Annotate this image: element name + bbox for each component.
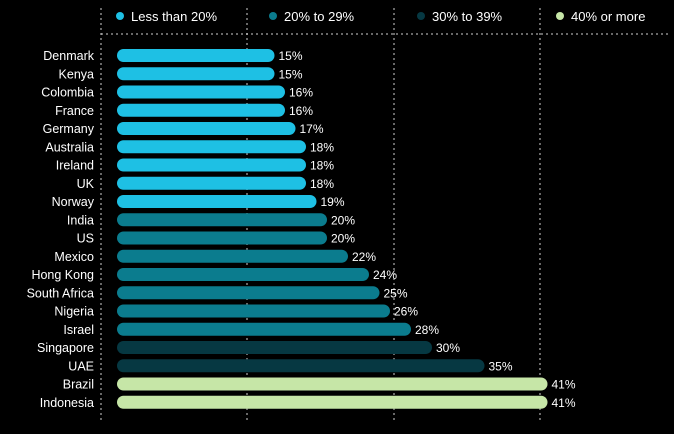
- category-label: Singapore: [37, 341, 94, 355]
- labels: Denmark 15% Kenya 15% Colombia 16% France 16% Ge…: [27, 49, 576, 410]
- category-label: Indonesia: [40, 396, 94, 410]
- category-label: Australia: [45, 140, 94, 154]
- legend-item-0: Less than 20%: [116, 9, 217, 24]
- value-label: 15%: [279, 49, 303, 63]
- value-label: 18%: [310, 177, 334, 191]
- legend-item-3: 40% or more: [556, 9, 645, 24]
- value-label: 35%: [489, 359, 513, 373]
- bar-kenya: [117, 67, 275, 81]
- category-label: Ireland: [56, 159, 94, 173]
- legend-label-1: 20% to 29%: [284, 9, 355, 24]
- category-label: Hong Kong: [31, 268, 94, 282]
- value-label: 17%: [300, 122, 324, 136]
- category-label: India: [67, 213, 94, 227]
- bar-norway: [117, 195, 317, 208]
- bar-uae: [117, 359, 485, 373]
- bar-colombia: [117, 85, 285, 99]
- bar-nigeria: [117, 304, 390, 318]
- category-label: Mexico: [54, 250, 94, 264]
- value-label: 28%: [415, 323, 439, 337]
- category-label: Kenya: [59, 67, 94, 81]
- value-label: 41%: [552, 378, 576, 392]
- legend: Less than 20% 20% to 29% 30% to 39% 40% or …: [116, 9, 645, 24]
- bar-australia: [117, 140, 306, 154]
- value-label: 30%: [436, 341, 460, 355]
- bar-india: [117, 213, 327, 227]
- category-label: US: [77, 232, 94, 246]
- category-label: UK: [77, 177, 95, 191]
- value-label: 22%: [352, 250, 376, 264]
- value-label: 18%: [310, 159, 334, 173]
- category-label: Norway: [52, 195, 95, 209]
- legend-label-2: 30% to 39%: [432, 9, 503, 24]
- bar-denmark: [117, 49, 275, 62]
- bar-brazil: [117, 377, 548, 391]
- value-label: 16%: [289, 86, 313, 100]
- category-label: Nigeria: [54, 305, 94, 319]
- category-label: Israel: [63, 323, 94, 337]
- category-label: Colombia: [41, 86, 94, 100]
- legend-swatch-3: [556, 12, 564, 20]
- legend-swatch-0: [116, 12, 124, 20]
- category-label: France: [55, 104, 94, 118]
- bar-ireland: [117, 158, 306, 172]
- value-label: 26%: [394, 305, 418, 319]
- legend-label-0: Less than 20%: [131, 9, 217, 24]
- value-label: 41%: [552, 396, 576, 410]
- legend-swatch-2: [417, 12, 425, 20]
- bar-indonesia: [117, 395, 548, 409]
- category-label: Germany: [43, 122, 95, 136]
- bar-mexico: [117, 249, 348, 263]
- bar-uk: [117, 176, 306, 190]
- value-label: 25%: [384, 286, 408, 300]
- category-label: South Africa: [27, 286, 94, 300]
- bar-singapore: [117, 341, 432, 354]
- bar-germany: [117, 122, 296, 135]
- value-label: 15%: [279, 67, 303, 81]
- bar-us: [117, 231, 327, 245]
- legend-swatch-1: [269, 12, 277, 20]
- value-label: 20%: [331, 232, 355, 246]
- legend-item-2: 30% to 39%: [417, 9, 503, 24]
- value-label: 24%: [373, 268, 397, 282]
- category-label: Denmark: [43, 49, 94, 63]
- legend-item-1: 20% to 29%: [269, 9, 355, 24]
- bar-france: [117, 103, 285, 117]
- value-label: 20%: [331, 213, 355, 227]
- bar-israel: [117, 322, 411, 336]
- value-label: 19%: [321, 195, 345, 209]
- value-label: 18%: [310, 140, 334, 154]
- category-label: UAE: [68, 359, 94, 373]
- bar-hong-kong: [117, 268, 369, 281]
- legend-label-3: 40% or more: [571, 9, 645, 24]
- bars: [117, 49, 548, 409]
- bar-south-africa: [117, 286, 380, 300]
- value-label: 16%: [289, 104, 313, 118]
- category-label: Brazil: [63, 378, 94, 392]
